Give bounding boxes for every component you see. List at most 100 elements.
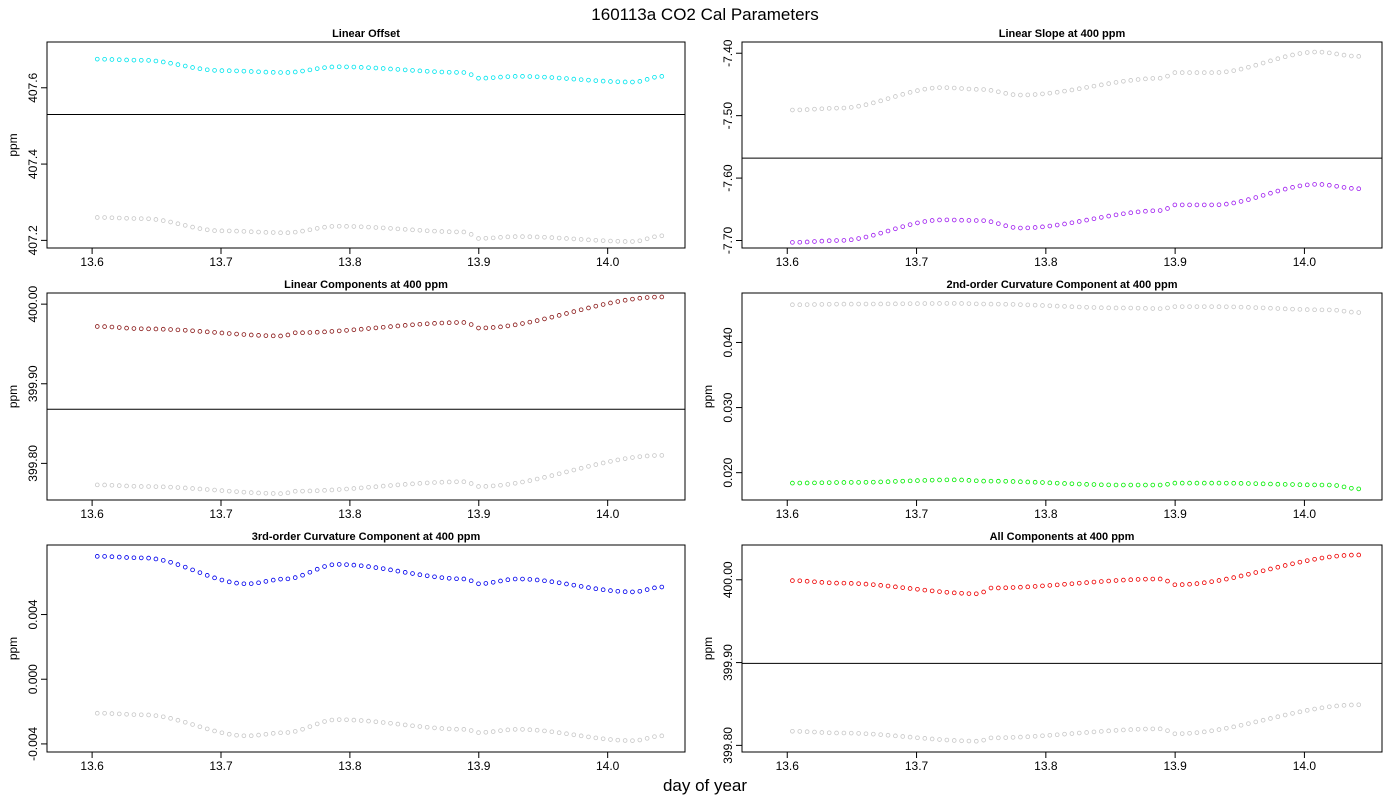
data-point	[622, 589, 628, 595]
data-point	[116, 554, 122, 560]
data-point	[1128, 305, 1134, 311]
data-point	[366, 326, 371, 331]
data-point	[505, 577, 511, 583]
data-point	[871, 301, 876, 307]
data-point	[212, 575, 217, 581]
data-point	[1304, 558, 1310, 563]
data-point	[1319, 182, 1325, 187]
data-point	[1246, 481, 1251, 486]
data-point	[1187, 202, 1192, 208]
data-point	[351, 486, 357, 491]
data-point	[1194, 304, 1200, 309]
data-point	[1106, 482, 1111, 488]
data-point	[1304, 482, 1310, 488]
data-point	[571, 582, 577, 588]
data-point	[285, 730, 291, 735]
x-tick-label: 13.6	[776, 507, 800, 521]
data-point	[1040, 91, 1045, 97]
data-point	[307, 488, 313, 494]
data-point	[1172, 202, 1178, 208]
data-point	[1069, 731, 1075, 736]
data-point	[263, 731, 269, 737]
y-tick-label: 0.030	[721, 392, 735, 422]
data-point	[483, 325, 489, 331]
data-point	[542, 728, 547, 734]
data-point	[1231, 304, 1236, 310]
data-point	[190, 224, 195, 230]
data-point	[1246, 721, 1251, 726]
data-point	[454, 320, 459, 325]
y-tick-label: 399.80	[721, 727, 735, 764]
data-point	[615, 457, 621, 463]
data-point	[1113, 482, 1119, 488]
data-point	[1179, 304, 1185, 309]
series-2	[94, 215, 665, 244]
data-point	[182, 63, 188, 69]
x-tick-label: 13.9	[467, 255, 491, 269]
data-point	[1157, 75, 1163, 81]
data-point	[1194, 70, 1200, 75]
x-tick-label: 13.8	[338, 507, 362, 521]
data-point	[1135, 482, 1141, 488]
data-point	[841, 301, 847, 307]
data-point	[819, 302, 825, 307]
data-point	[153, 713, 159, 718]
data-point	[168, 219, 173, 225]
data-point	[278, 70, 283, 75]
data-point	[1356, 186, 1362, 192]
data-point	[578, 465, 584, 471]
panel-3: Linear Components at 400 ppm ppm 13.6 13.7 1…	[6, 279, 686, 521]
data-point	[358, 718, 364, 723]
data-point	[1231, 575, 1236, 580]
data-point	[1260, 568, 1266, 574]
data-point	[483, 75, 489, 81]
data-point	[659, 453, 665, 458]
data-point	[1135, 77, 1141, 82]
data-point	[863, 301, 869, 307]
data-point	[505, 482, 511, 487]
data-point	[1349, 309, 1354, 315]
data-point	[219, 68, 225, 73]
data-point	[1032, 584, 1038, 589]
data-point	[534, 234, 540, 240]
data-point	[168, 560, 173, 565]
panel-6: All Components at 400 ppm ppm 13.6 13.7 13.8…	[701, 531, 1383, 773]
data-point	[109, 215, 115, 221]
data-point	[190, 65, 195, 70]
data-point	[871, 100, 876, 106]
data-point	[929, 301, 935, 306]
data-point	[1113, 80, 1119, 85]
data-point	[804, 302, 810, 307]
data-point	[593, 735, 599, 741]
data-point	[1010, 479, 1016, 484]
data-point	[1091, 579, 1097, 585]
y-tick-label: 399.90	[721, 644, 735, 681]
x-tick-label: 13.8	[338, 255, 362, 269]
data-point	[292, 575, 298, 580]
data-point	[1018, 225, 1023, 231]
data-point	[812, 579, 817, 585]
y-tick-label: -7.70	[721, 227, 735, 255]
data-point	[856, 103, 861, 109]
data-point	[336, 64, 342, 70]
data-point	[856, 581, 861, 586]
data-point	[417, 68, 423, 74]
data-point	[102, 324, 107, 329]
data-point	[424, 573, 430, 579]
data-point	[1076, 730, 1082, 736]
data-point	[1216, 304, 1222, 309]
data-point	[285, 576, 291, 582]
data-point	[907, 90, 913, 95]
data-point	[1106, 578, 1111, 584]
data-point	[1209, 304, 1214, 309]
data-point	[424, 724, 430, 730]
data-point	[944, 589, 950, 595]
data-point	[1179, 480, 1185, 486]
data-point	[556, 235, 562, 241]
data-point	[652, 74, 657, 80]
data-point	[1268, 481, 1273, 487]
data-point	[1260, 717, 1266, 723]
panel-title: Linear Offset	[332, 28, 400, 40]
data-point	[593, 462, 599, 467]
data-point	[454, 229, 459, 235]
